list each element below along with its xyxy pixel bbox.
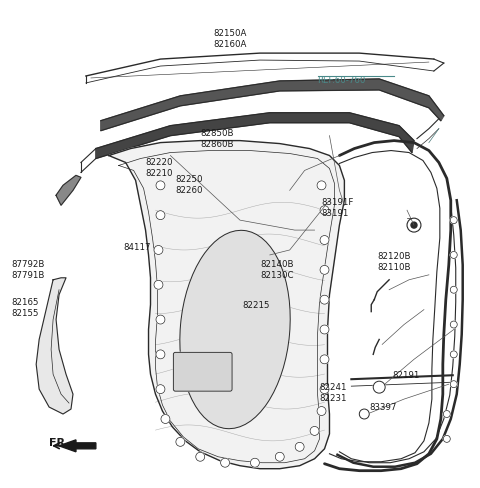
Polygon shape bbox=[109, 141, 344, 468]
Text: 82241
82231: 82241 82231 bbox=[320, 383, 347, 403]
Circle shape bbox=[450, 321, 457, 328]
Circle shape bbox=[154, 280, 163, 289]
Circle shape bbox=[450, 286, 457, 293]
Circle shape bbox=[156, 385, 165, 394]
Circle shape bbox=[276, 452, 284, 461]
Circle shape bbox=[196, 452, 204, 461]
Text: 82120B
82110B: 82120B 82110B bbox=[377, 252, 411, 272]
Text: 82220
82210: 82220 82210 bbox=[145, 159, 173, 179]
Text: 83397: 83397 bbox=[369, 403, 396, 411]
Circle shape bbox=[251, 458, 259, 467]
Circle shape bbox=[444, 410, 450, 418]
FancyBboxPatch shape bbox=[173, 352, 232, 391]
Circle shape bbox=[317, 181, 326, 190]
Circle shape bbox=[450, 251, 457, 259]
Circle shape bbox=[320, 355, 329, 364]
Ellipse shape bbox=[180, 230, 290, 428]
Polygon shape bbox=[56, 175, 81, 205]
Circle shape bbox=[373, 381, 385, 393]
Circle shape bbox=[320, 206, 329, 215]
Circle shape bbox=[450, 381, 457, 387]
Circle shape bbox=[221, 458, 229, 467]
Circle shape bbox=[295, 442, 304, 451]
Polygon shape bbox=[101, 79, 444, 131]
Text: 83191F
83191: 83191F 83191 bbox=[322, 198, 354, 218]
Text: 82140B
82130C: 82140B 82130C bbox=[260, 260, 293, 280]
Text: 82150A
82160A: 82150A 82160A bbox=[214, 29, 247, 49]
Circle shape bbox=[320, 236, 329, 244]
Text: 82250
82260: 82250 82260 bbox=[175, 175, 203, 195]
Text: 82850B
82860B: 82850B 82860B bbox=[200, 128, 234, 149]
Text: FR.: FR. bbox=[49, 438, 70, 448]
Circle shape bbox=[320, 385, 329, 394]
Circle shape bbox=[310, 427, 319, 435]
Polygon shape bbox=[36, 278, 73, 414]
Text: 87792B
87791B: 87792B 87791B bbox=[12, 260, 45, 280]
Circle shape bbox=[360, 409, 369, 419]
Circle shape bbox=[317, 407, 326, 415]
Circle shape bbox=[154, 245, 163, 254]
Circle shape bbox=[320, 295, 329, 304]
Circle shape bbox=[161, 414, 170, 424]
Text: 84117: 84117 bbox=[124, 244, 151, 252]
Polygon shape bbox=[59, 440, 96, 452]
Text: 82215: 82215 bbox=[242, 301, 269, 310]
Circle shape bbox=[156, 350, 165, 359]
Text: 82165
82155: 82165 82155 bbox=[12, 298, 39, 318]
Circle shape bbox=[156, 315, 165, 324]
Polygon shape bbox=[96, 113, 414, 159]
Circle shape bbox=[176, 437, 185, 447]
Circle shape bbox=[156, 181, 165, 190]
Circle shape bbox=[450, 351, 457, 358]
Circle shape bbox=[450, 217, 457, 224]
Circle shape bbox=[156, 211, 165, 220]
Circle shape bbox=[444, 435, 450, 442]
Circle shape bbox=[407, 218, 421, 232]
Text: 82191: 82191 bbox=[392, 371, 420, 380]
Text: REF.60-760: REF.60-760 bbox=[318, 77, 366, 85]
Circle shape bbox=[320, 325, 329, 334]
Circle shape bbox=[320, 265, 329, 274]
Circle shape bbox=[411, 222, 417, 228]
